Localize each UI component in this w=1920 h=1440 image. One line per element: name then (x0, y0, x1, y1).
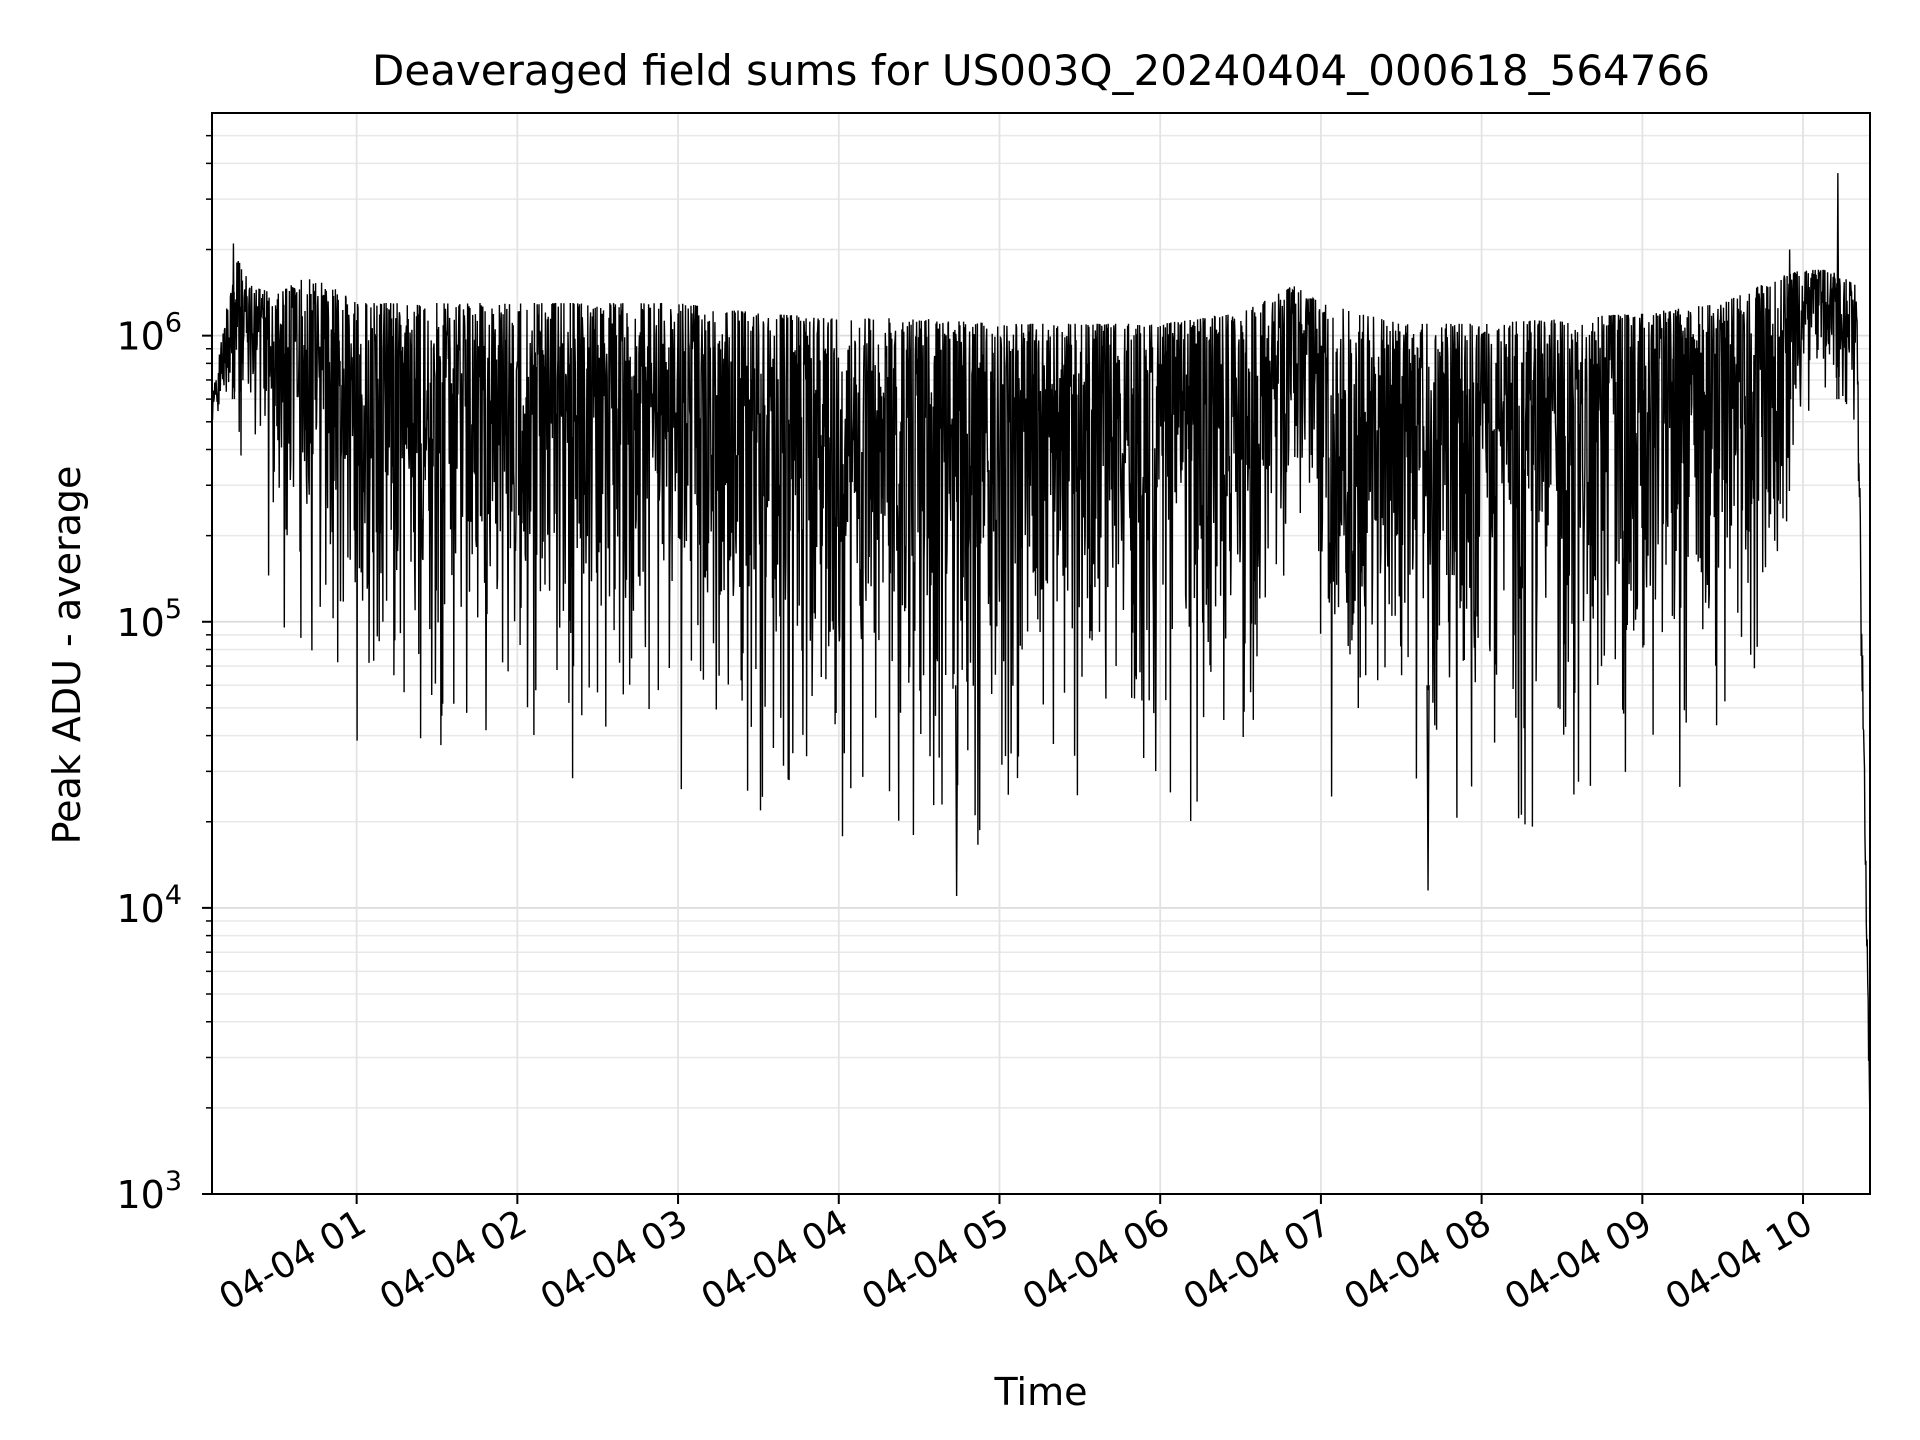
series-group (212, 173, 1870, 1129)
y-axis-label: Peak ADU - average (45, 466, 89, 845)
y-tick-exponent: 3 (165, 1166, 182, 1197)
x-axis-label: Time (994, 1370, 1088, 1414)
y-tick-exponent: 6 (165, 308, 182, 339)
series-peak (1426, 685, 1430, 891)
plot-frame (211, 112, 1871, 1195)
chart-title: Deaveraged field sums for US003Q_2024040… (372, 46, 1710, 95)
y-tick-exponent: 4 (165, 880, 182, 911)
series-line (212, 260, 1870, 1129)
y-tick-exponent: 5 (165, 594, 182, 625)
